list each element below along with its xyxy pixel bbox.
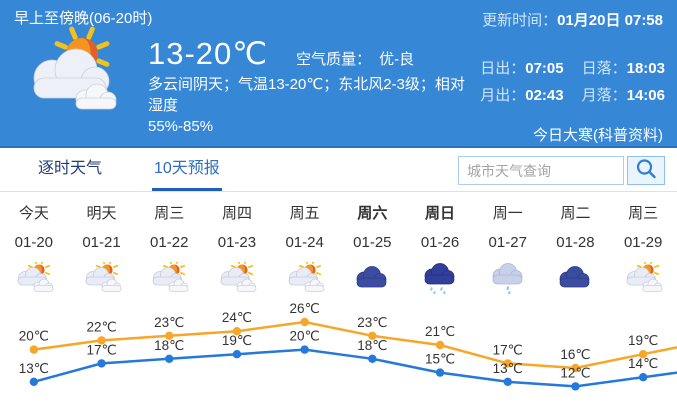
- update-time: 更新时间：01月20日 07:58: [482, 12, 663, 29]
- day-name: 周六: [357, 205, 388, 222]
- sunrise-label: 日出：: [480, 60, 526, 77]
- day-name: 周一: [492, 205, 523, 222]
- cloudy-icon: [542, 262, 610, 294]
- day-name: 周三: [628, 205, 659, 222]
- partly-cloudy-icon: [271, 262, 339, 294]
- day-date: 01-24: [285, 234, 324, 251]
- svg-text:23℃: 23℃: [154, 315, 184, 330]
- svg-text:18℃: 18℃: [154, 338, 184, 353]
- day-date: 01-28: [556, 234, 595, 251]
- sunset-label: 日落：: [581, 60, 627, 77]
- svg-text:12℃: 12℃: [560, 365, 590, 380]
- day-name: 明天: [86, 205, 117, 222]
- sunrise-value: 07:05: [525, 60, 564, 77]
- svg-text:24℃: 24℃: [222, 310, 252, 325]
- forecast-day-column[interactable]: 明天 01-21: [68, 204, 136, 294]
- forecast-day-column[interactable]: 周一 01-27: [474, 204, 542, 294]
- day-name: 周五: [289, 205, 320, 222]
- svg-text:14℃: 14℃: [628, 356, 658, 371]
- day-name: 周四: [221, 205, 252, 222]
- day-name: 周二: [560, 205, 591, 222]
- svg-text:21℃: 21℃: [425, 324, 455, 339]
- forecast-day-column[interactable]: 周三 01-22: [135, 204, 203, 294]
- svg-text:13℃: 13℃: [19, 361, 49, 376]
- svg-text:18℃: 18℃: [357, 338, 387, 353]
- day-name: 今天: [18, 205, 49, 222]
- weather-description: 多云间阴天；气温13-20℃；东北风2-3级；相对湿度 55%-85%: [148, 76, 465, 135]
- solar-term-link[interactable]: 今日大寒(科普资料): [533, 127, 663, 144]
- moonset-value: 14:06: [626, 87, 665, 104]
- svg-text:13℃: 13℃: [493, 361, 523, 376]
- forecast-day-column[interactable]: 周四 01-23: [203, 204, 271, 294]
- partly-cloudy-icon: [135, 262, 203, 294]
- svg-text:17℃: 17℃: [86, 342, 116, 357]
- svg-text:22℃: 22℃: [86, 319, 116, 334]
- air-quality-value: 优-良: [379, 51, 415, 68]
- day-date: 01-22: [150, 234, 189, 251]
- sun-clouds-icon: [22, 26, 126, 127]
- air-quality-label: 空气质量：: [296, 51, 372, 68]
- svg-text:26℃: 26℃: [290, 301, 320, 316]
- svg-text:19℃: 19℃: [628, 333, 658, 348]
- svg-text:16℃: 16℃: [560, 347, 590, 362]
- moonset-label: 月落：: [581, 87, 627, 104]
- forecast-day-column[interactable]: 周二 01-28: [542, 204, 610, 294]
- sun-moon-times: 日出：07:05 日落：18:03 月出：02:43 月落：14:06: [462, 57, 665, 111]
- forecast-day-column[interactable]: 今天 01-20: [0, 204, 68, 294]
- forecast-day-column[interactable]: 周日 01-26: [406, 204, 474, 294]
- moonrise-label: 月出：: [480, 87, 526, 104]
- search-icon: [635, 158, 657, 183]
- forecast-day-column[interactable]: 周六 01-25: [338, 204, 406, 294]
- period-title: 早上至傍晚(06-20时): [14, 10, 153, 27]
- day-date: 01-23: [217, 234, 257, 251]
- city-search: [458, 156, 665, 185]
- city-search-input[interactable]: [458, 156, 624, 185]
- day-date: 01-25: [353, 234, 392, 251]
- day-name: 周三: [154, 205, 185, 222]
- forecast-day-row: 今天 01-20 明天 01-21 周三 01-22 周四 01-23 周五 01-24 …: [0, 192, 677, 294]
- tab-bar: 逐时天气 10天预报: [0, 150, 677, 192]
- day-date: 01-20: [14, 234, 54, 251]
- sunset-value: 18:03: [626, 60, 665, 77]
- day-date: 01-26: [420, 234, 460, 251]
- svg-text:17℃: 17℃: [493, 342, 523, 357]
- temp-range: 13-20℃: [148, 36, 269, 71]
- partly-cloudy-icon: [68, 262, 136, 294]
- tab-ten-day-forecast[interactable]: 10天预报: [152, 150, 222, 191]
- partly-cloudy-icon: [203, 262, 271, 294]
- svg-text:20℃: 20℃: [290, 329, 320, 344]
- forecast-day-column[interactable]: 周五 01-24: [271, 204, 339, 294]
- svg-text:23℃: 23℃: [357, 315, 387, 330]
- svg-text:15℃: 15℃: [425, 352, 455, 367]
- ten-day-forecast-panel: 今天 01-20 明天 01-21 周三 01-22 周四 01-23 周五 01-24 …: [0, 192, 677, 416]
- tab-hourly-weather[interactable]: 逐时天气: [38, 160, 103, 177]
- current-weather-header: 早上至傍晚(06-20时) 13-20℃ 空气质量： 优-良 多云间阴天；气温13…: [0, 0, 677, 148]
- forecast-day-column[interactable]: 周三 01-29: [609, 204, 677, 294]
- day-date: 01-29: [623, 234, 663, 251]
- partly-cloudy-icon: [0, 262, 68, 294]
- svg-text:20℃: 20℃: [19, 329, 49, 344]
- search-button[interactable]: [627, 156, 665, 185]
- moonrise-value: 02:43: [525, 87, 564, 104]
- rain-icon: [406, 262, 474, 294]
- partly-cloudy-icon: [609, 262, 677, 294]
- day-date: 01-27: [488, 234, 527, 251]
- drizzle-icon: [474, 262, 542, 294]
- day-date: 01-21: [82, 234, 121, 251]
- svg-text:19℃: 19℃: [222, 333, 252, 348]
- day-name: 周日: [425, 205, 456, 222]
- cloudy-icon: [338, 262, 406, 294]
- temperature-chart: 20℃ 22℃ 23℃ 24℃ 26℃ 23℃ 21℃ 17℃ 16℃ 19℃ 13℃ 17℃ 18℃ 1…: [0, 296, 677, 416]
